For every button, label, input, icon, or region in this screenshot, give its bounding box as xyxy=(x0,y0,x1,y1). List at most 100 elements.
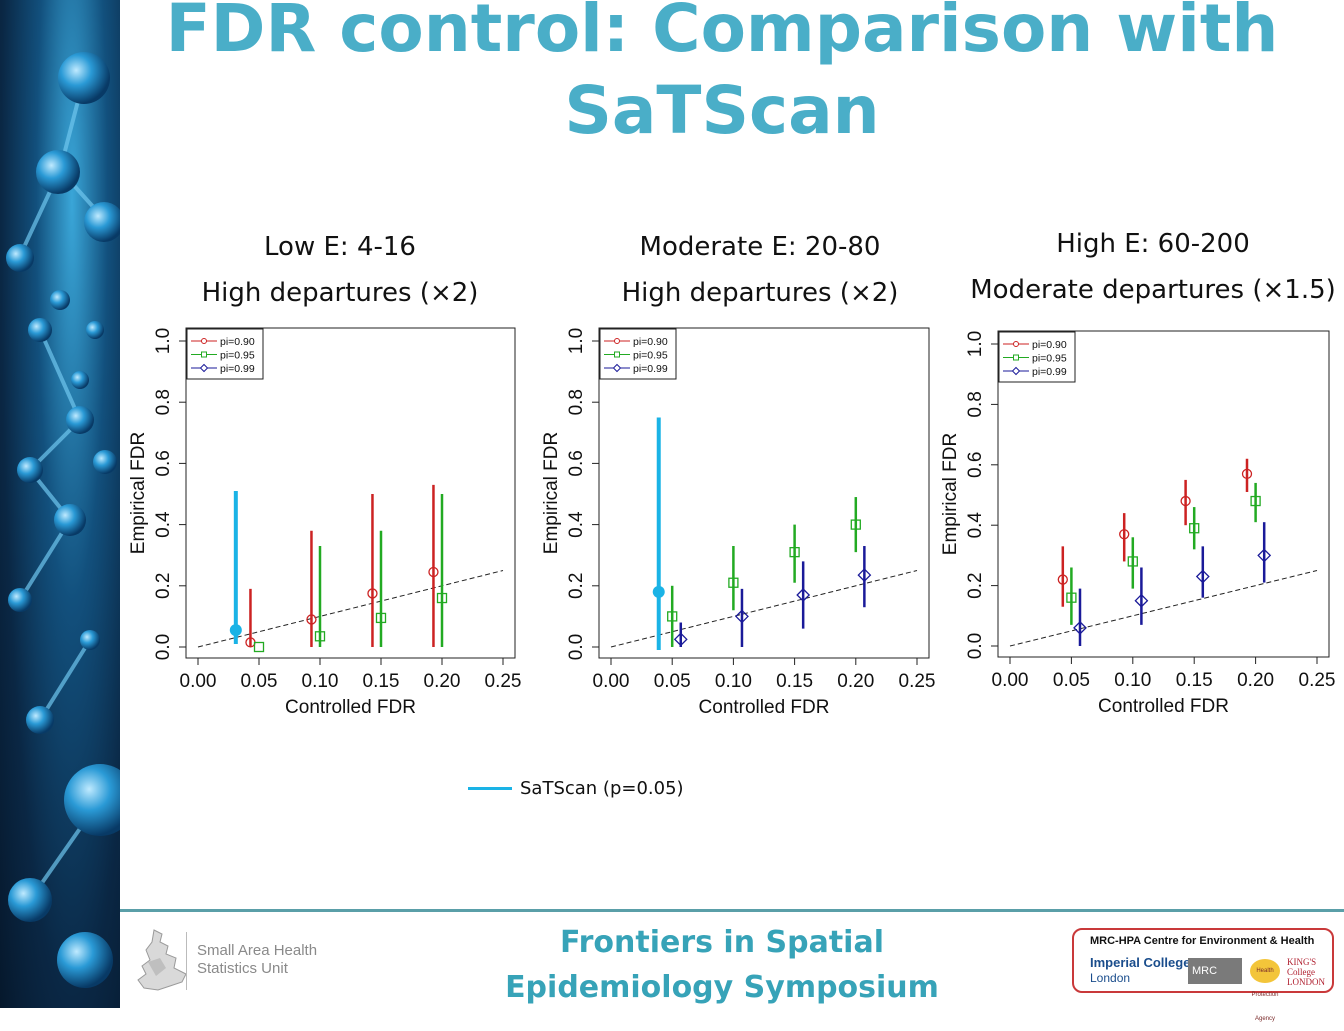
y-tick-label: 0.0 xyxy=(566,634,587,660)
x-tick-label: 0.00 xyxy=(593,671,630,692)
point-square xyxy=(789,546,800,558)
chart1-subtitle: High departures (×2) xyxy=(201,278,479,308)
point-diamond xyxy=(857,568,872,583)
point-circle xyxy=(367,588,378,599)
x-tick-label: 0.15 xyxy=(776,671,813,692)
x-tick-label: 0.20 xyxy=(424,671,461,692)
event-name: Frontiers in Spatial Epidemiology Sympos… xyxy=(494,920,950,1010)
y-tick-label: 0.0 xyxy=(153,634,174,660)
y-tick-label: 0.8 xyxy=(153,389,174,415)
chart3-title: High E: 60-200 xyxy=(1056,229,1250,259)
y-tick-label: 0.2 xyxy=(153,573,174,599)
slide-title-line1: FDR control: Comparison with xyxy=(165,0,1279,67)
legend-marker-diamond xyxy=(612,363,622,373)
point-square xyxy=(314,631,326,642)
point-diamond xyxy=(796,588,811,602)
y-tick-label: 0.4 xyxy=(566,511,587,538)
reference-line xyxy=(1009,570,1318,647)
event-line2: Epidemiology Symposium xyxy=(505,970,939,1005)
chart2-subtitle: High departures (×2) xyxy=(621,278,899,308)
chart2-title: Moderate E: 20-80 xyxy=(639,232,881,262)
sahsu-name: Small Area Health Statistics Unit xyxy=(197,942,317,978)
x-tick-label: 0.00 xyxy=(992,670,1029,691)
legend-label: pi=0.95 xyxy=(1032,353,1067,365)
hpa-logo: Health Protection Agency xyxy=(1250,959,1280,1022)
molecule-graphic xyxy=(6,52,120,988)
point-diamond xyxy=(1195,569,1210,584)
point-square xyxy=(375,612,387,624)
legend-marker-diamond xyxy=(1011,366,1021,376)
point-circle xyxy=(428,566,439,578)
x-tick-label: 0.15 xyxy=(363,671,400,692)
point-circle xyxy=(1241,468,1253,480)
legend-marker-circle xyxy=(1013,341,1019,347)
y-tick-label: 0.8 xyxy=(965,391,986,417)
y-tick-label: 0.4 xyxy=(965,512,986,539)
plot-frame xyxy=(185,327,516,659)
point-circle xyxy=(1119,529,1130,540)
x-tick-label: 0.25 xyxy=(899,671,936,692)
legend-marker-circle xyxy=(201,338,207,344)
x-tick-label: 0.10 xyxy=(302,671,339,692)
sahsu-line1: Small Area Health xyxy=(197,942,318,959)
chart-low-e: 0.00 0.05 0.10 0.15 0.20 0.25 0.0 0.2 0.4 0.6 0.8 1… xyxy=(128,327,521,715)
satscan-legend: SaTScan (p=0.05) xyxy=(468,773,684,803)
point-diamond xyxy=(735,609,749,624)
chart1-title: Low E: 4-16 xyxy=(264,232,416,262)
legend-label: pi=0.99 xyxy=(633,363,668,375)
y-axis-label: Empirical FDR xyxy=(128,432,149,554)
chart-high-e: 0.00 0.05 0.10 0.15 0.20 0.25 0.0 0.2 0.4 0.6 0.8 1… xyxy=(940,330,1335,717)
legend-marker-square xyxy=(614,351,620,358)
reference-line xyxy=(610,570,918,648)
y-tick-label: 0.6 xyxy=(566,450,587,476)
legend-label: pi=0.99 xyxy=(1032,366,1067,378)
england-map-logo xyxy=(137,929,187,991)
x-tick-label: 0.10 xyxy=(715,671,752,692)
satscan-point xyxy=(229,624,242,637)
point-square xyxy=(1127,556,1138,567)
legend-label: pi=0.95 xyxy=(633,350,668,362)
y-tick-label: 1.0 xyxy=(965,331,986,357)
slide-title-line2: SaTScan xyxy=(564,72,880,149)
satscan-legend-swatch xyxy=(468,786,512,790)
point-diamond xyxy=(673,632,688,647)
x-axis-label: Controlled FDR xyxy=(285,697,416,715)
point-square xyxy=(728,577,739,588)
y-tick-label: 0.0 xyxy=(965,633,986,659)
y-tick-label: 1.0 xyxy=(566,328,587,354)
point-diamond xyxy=(1257,548,1272,563)
x-tick-label: 0.05 xyxy=(1053,670,1090,691)
y-tick-label: 0.6 xyxy=(153,450,174,476)
x-tick-label: 0.20 xyxy=(1237,670,1274,691)
plot-frame xyxy=(997,330,1330,658)
decorative-side-image xyxy=(0,0,120,1008)
point-diamond xyxy=(1073,620,1087,635)
imperial-logo-line2: London xyxy=(1090,971,1131,985)
y-tick-label: 0.8 xyxy=(566,389,587,415)
satscan-legend-label: SaTScan (p=0.05) xyxy=(520,777,684,799)
point-square xyxy=(667,611,678,622)
footer-separator xyxy=(186,932,187,990)
plot-frame xyxy=(598,327,930,659)
y-tick-label: 0.4 xyxy=(153,511,174,538)
legend-label: pi=0.95 xyxy=(220,350,255,362)
point-square xyxy=(1189,523,1200,534)
legend-marker-diamond xyxy=(199,363,209,373)
mrc-logo: MRC xyxy=(1188,958,1242,984)
x-tick-label: 0.15 xyxy=(1176,670,1213,691)
x-tick-label: 0.00 xyxy=(180,671,217,692)
footer-divider xyxy=(120,909,1344,912)
legend-label: pi=0.99 xyxy=(220,363,255,375)
chart3-subtitle: Moderate departures (×1.5) xyxy=(970,275,1336,305)
x-tick-label: 0.10 xyxy=(1114,670,1151,691)
legend-marker-circle xyxy=(614,338,620,344)
x-tick-label: 0.05 xyxy=(654,671,691,692)
x-tick-label: 0.20 xyxy=(837,671,874,692)
partner-title: MRC-HPA Centre for Environment & Health xyxy=(1090,935,1315,947)
reference-line xyxy=(197,570,504,648)
point-circle xyxy=(1180,495,1191,507)
y-axis-label: Empirical FDR xyxy=(541,432,562,554)
point-circle xyxy=(1057,574,1068,585)
legend-label: pi=0.90 xyxy=(220,336,255,348)
satscan-point xyxy=(652,585,665,598)
